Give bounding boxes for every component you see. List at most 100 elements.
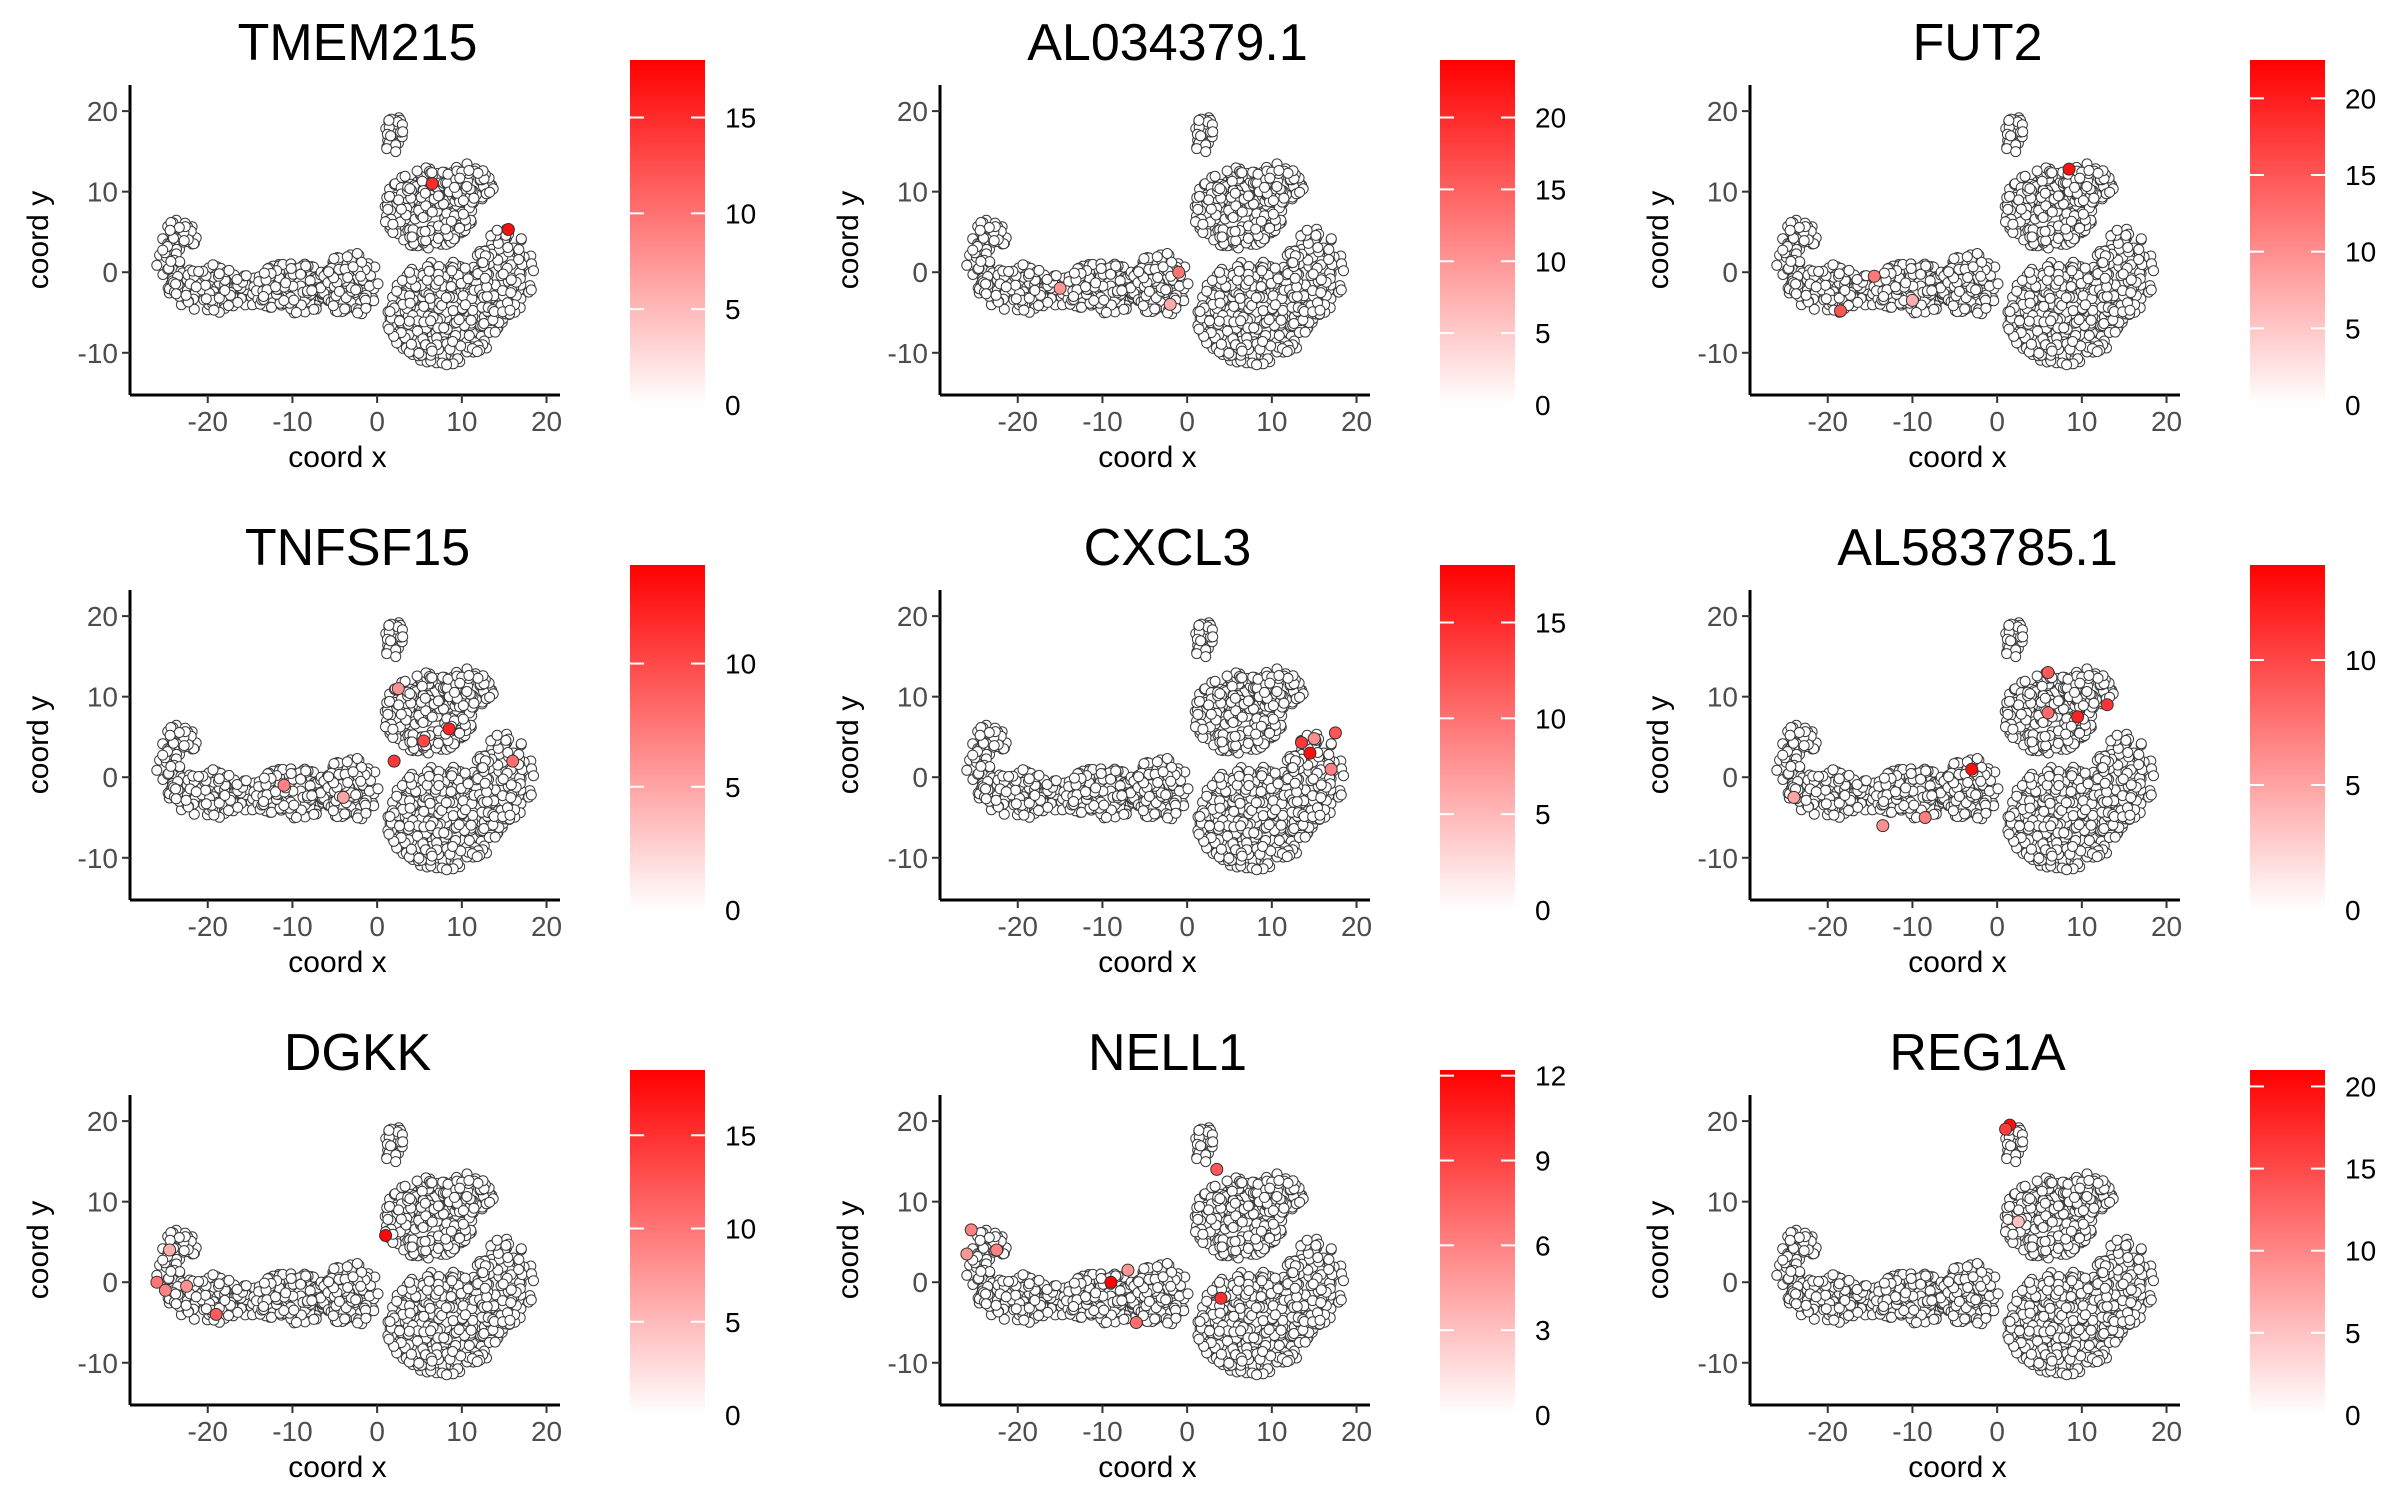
cell-point <box>1790 278 1802 290</box>
x-tick-label: -10 <box>1082 406 1122 437</box>
colorbar-label: 10 <box>1535 246 1566 277</box>
cell-point <box>2109 326 2121 338</box>
cell-point <box>1221 165 1233 177</box>
cell-point <box>1018 304 1030 316</box>
y-tick-label: 20 <box>897 96 928 127</box>
cell-point <box>1287 257 1299 269</box>
cell-point <box>385 635 397 647</box>
expression-point <box>1867 269 1881 283</box>
cell-point <box>1273 330 1285 341</box>
expression-point <box>1163 297 1177 311</box>
cell-point <box>2073 314 2085 326</box>
cell-point <box>438 322 450 334</box>
y-tick-label: 0 <box>1722 257 1738 288</box>
cell-point <box>339 303 351 315</box>
cell-point <box>975 255 987 267</box>
cell-cloud <box>151 112 539 371</box>
cell-point <box>173 727 185 738</box>
cell-point <box>170 783 182 795</box>
cell-point <box>200 293 212 305</box>
cell-point <box>2067 336 2079 347</box>
x-tick-label: 0 <box>369 406 385 437</box>
cell-point <box>457 195 469 207</box>
cell-point <box>200 279 211 291</box>
cell-point <box>423 265 435 277</box>
cell-point <box>1138 253 1150 265</box>
cell-point <box>459 262 471 274</box>
cell-point <box>404 183 416 195</box>
cell-point <box>416 680 428 692</box>
cell-point <box>1920 260 1932 272</box>
cell-point <box>2077 195 2089 207</box>
cell-point <box>974 224 986 236</box>
cell-point <box>1777 244 1789 256</box>
cell-point <box>2004 306 2016 317</box>
cell-point <box>1257 305 1269 317</box>
cell-point <box>1251 359 1263 371</box>
cell-point <box>1264 172 1276 184</box>
cell-point <box>300 260 312 272</box>
cell-point <box>1315 274 1327 286</box>
cell-point <box>285 263 297 274</box>
cell-point <box>432 190 444 202</box>
cell-point <box>219 284 231 296</box>
cell-point <box>1259 181 1270 193</box>
cell-point <box>188 303 200 315</box>
cell-point <box>304 780 316 792</box>
cell-point <box>1827 259 1839 271</box>
cell-point <box>213 292 225 304</box>
cell-point <box>1157 261 1169 273</box>
cell-point <box>513 244 525 255</box>
cell-point <box>1116 285 1128 297</box>
cell-point <box>2125 274 2137 286</box>
cell-point <box>213 268 225 280</box>
cell-point <box>280 277 292 289</box>
cell-point <box>471 346 483 358</box>
cell-point <box>1137 300 1149 312</box>
cell-point <box>200 784 211 796</box>
cell-point <box>295 268 307 280</box>
cell-point <box>393 194 405 206</box>
cell-point <box>2017 126 2029 138</box>
cell-point <box>339 808 351 820</box>
cell-point <box>1041 274 1053 285</box>
cell-point <box>2031 165 2043 177</box>
cell-point <box>372 278 384 290</box>
cell-point <box>1928 303 1940 315</box>
colorbar <box>1440 60 1515 405</box>
cell-point <box>219 789 231 801</box>
cell-point <box>1278 192 1290 204</box>
cell-point <box>961 259 973 271</box>
cell-point <box>1257 336 1269 347</box>
cell-point <box>1050 270 1062 282</box>
cell-point <box>323 266 335 278</box>
x-tick-label: 10 <box>2066 406 2097 437</box>
cell-point <box>223 769 235 781</box>
cell-point <box>1980 302 1992 314</box>
cell-point <box>1926 285 1938 297</box>
cell-point <box>1967 261 1979 273</box>
x-tick-label: 0 <box>1179 406 1195 437</box>
y-tick-label: -10 <box>78 338 118 369</box>
cell-point <box>288 294 300 306</box>
y-axis-title: coord y <box>22 191 55 289</box>
expression-point <box>501 223 515 236</box>
cell-point <box>2074 222 2086 234</box>
cell-point <box>1851 274 1863 285</box>
cell-point <box>1229 225 1241 237</box>
colorbar-label: 10 <box>2345 237 2376 268</box>
cell-point <box>426 206 438 218</box>
cell-point <box>502 242 514 253</box>
cell-point <box>164 224 176 236</box>
cell-point <box>441 864 453 876</box>
cell-point <box>424 292 436 304</box>
cell-point <box>419 225 431 237</box>
cell-point <box>2003 323 2015 335</box>
cell-point <box>491 224 503 236</box>
y-axis-title: coord y <box>832 191 865 289</box>
expression-point <box>1053 281 1067 295</box>
cell-point <box>1281 346 1293 358</box>
cell-point <box>411 165 423 177</box>
cell-point <box>403 315 415 327</box>
cell-point <box>419 692 431 704</box>
